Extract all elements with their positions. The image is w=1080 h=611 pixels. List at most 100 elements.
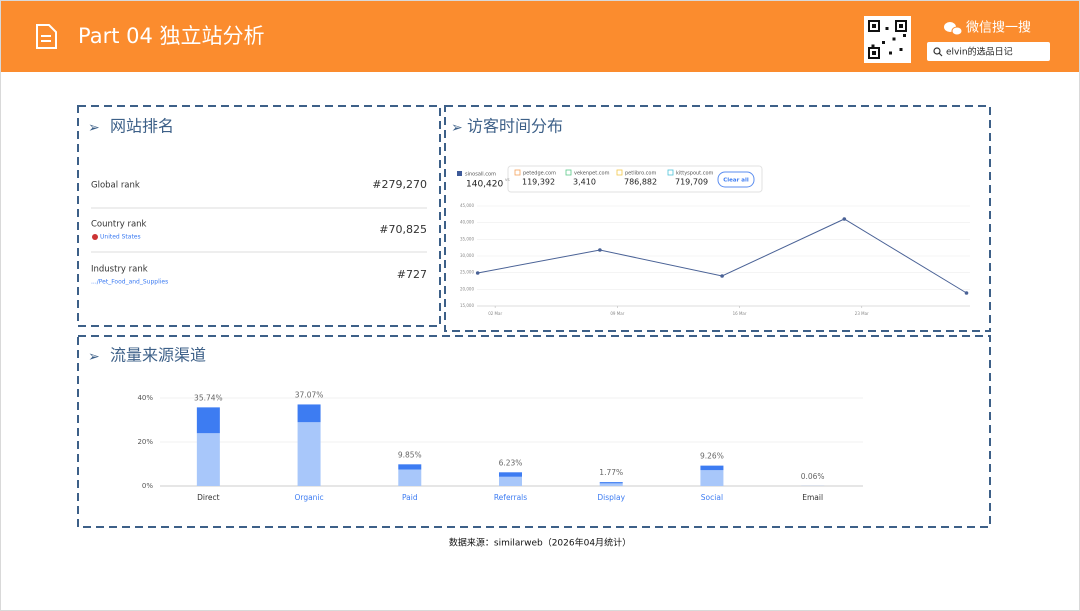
qr-code bbox=[864, 16, 911, 63]
y-tick-label: 30,000 bbox=[460, 253, 474, 258]
rank-label: Industry rank bbox=[91, 265, 148, 275]
qr-finder bbox=[872, 24, 876, 28]
x-tick-label: Organic bbox=[294, 493, 323, 502]
point bbox=[964, 291, 969, 295]
qr-module bbox=[889, 51, 892, 55]
panel-title: 访客时间分布 bbox=[467, 117, 563, 136]
bar-segment bbox=[196, 433, 220, 486]
x-tick-label: Direct bbox=[197, 493, 220, 502]
y-tick-label: 15,000 bbox=[460, 303, 474, 308]
point bbox=[720, 274, 724, 278]
bar-segment bbox=[599, 483, 623, 486]
y-tick-label: 0% bbox=[142, 482, 153, 490]
y-tick-label: 20% bbox=[137, 438, 153, 446]
rank-label: Global rank bbox=[91, 181, 140, 191]
vs-label: VS bbox=[505, 178, 510, 182]
qr-module bbox=[882, 41, 885, 44]
point bbox=[475, 271, 480, 275]
bar-segment bbox=[499, 476, 522, 486]
rank-label: Country rank bbox=[91, 220, 147, 230]
header-title: Part 04 独立站分析 bbox=[78, 24, 265, 48]
legend-site: petedge.com bbox=[523, 171, 556, 177]
x-tick-label: Display bbox=[597, 493, 625, 502]
panel-title: 网站排名 bbox=[110, 117, 174, 136]
legend-value: 719,709 bbox=[675, 178, 708, 187]
y-tick-label: 25,000 bbox=[460, 270, 474, 275]
bar-total-label: 9.85% bbox=[398, 450, 422, 459]
legend-site: vekenpet.com bbox=[574, 171, 610, 177]
x-tick-label: 23 Mar bbox=[855, 311, 869, 316]
bar-total-label: 9.26% bbox=[700, 452, 724, 461]
legend-site: kittyspout.com bbox=[676, 171, 714, 177]
bullet: ➢ bbox=[451, 120, 463, 136]
panel-title: 流量来源渠道 bbox=[110, 346, 206, 365]
compare-box bbox=[507, 165, 763, 193]
rank-value: #727 bbox=[397, 268, 427, 281]
bar-total-label: 37.07% bbox=[295, 390, 324, 399]
qr-finder bbox=[899, 24, 903, 28]
bar-total-label: 0.06% bbox=[801, 472, 825, 481]
bar-segment bbox=[297, 422, 321, 486]
bar-total-label: 6.23% bbox=[499, 458, 523, 467]
legend-swatch bbox=[667, 169, 674, 176]
bar-segment bbox=[398, 469, 422, 486]
point bbox=[842, 217, 847, 221]
bar-segment bbox=[297, 404, 321, 423]
x-tick-label: Email bbox=[802, 493, 823, 502]
rank-value: #70,825 bbox=[379, 223, 427, 236]
bar-segment bbox=[196, 407, 220, 434]
doc-icon bbox=[36, 24, 57, 49]
x-tick-label: 16 Mar bbox=[733, 311, 747, 316]
rank-value: #279,270 bbox=[372, 178, 427, 191]
bar-segment bbox=[398, 464, 422, 470]
legend-site: sinosall.com bbox=[465, 172, 496, 178]
x-tick-label: 02 Mar bbox=[488, 311, 502, 316]
bullet: ➢ bbox=[88, 120, 100, 136]
clear-label[interactable]: Clear all bbox=[723, 178, 749, 184]
y-tick-label: 40,000 bbox=[460, 220, 474, 225]
x-tick-label: Paid bbox=[402, 493, 418, 502]
bar-segment bbox=[700, 465, 724, 471]
legend-value: 3,410 bbox=[573, 178, 596, 187]
qr-module bbox=[892, 37, 896, 41]
y-tick-label: 35,000 bbox=[460, 236, 474, 241]
legend-value: 786,882 bbox=[624, 178, 657, 187]
bar-total-label: 1.77% bbox=[599, 468, 623, 477]
qr-module bbox=[885, 27, 889, 30]
legend-swatch bbox=[565, 169, 572, 176]
flag-icon bbox=[92, 234, 98, 240]
search-text: elvin的选品日记 bbox=[946, 46, 1013, 58]
bar-total-label: 35.74% bbox=[194, 393, 223, 402]
wechat-icon bbox=[944, 22, 963, 36]
legend-swatch bbox=[457, 171, 462, 176]
bar-segment bbox=[700, 470, 724, 486]
y-tick-label: 20,000 bbox=[460, 286, 474, 291]
clear-button[interactable] bbox=[717, 171, 755, 188]
wechat-label: 微信搜一搜 bbox=[966, 21, 1031, 36]
legend-swatch bbox=[514, 169, 521, 176]
legend-value: 119,392 bbox=[522, 178, 555, 187]
bar-segment bbox=[499, 472, 522, 477]
visits-panel bbox=[444, 105, 991, 332]
bullet: ➢ bbox=[88, 349, 100, 365]
footer: 数据来源：similarweb（2026年04月统计） bbox=[449, 537, 631, 549]
qr-module bbox=[903, 34, 906, 37]
y-tick-label: 40% bbox=[137, 394, 153, 402]
x-tick-label: Social bbox=[701, 493, 723, 502]
point bbox=[598, 248, 602, 252]
traffic-panel bbox=[77, 335, 991, 528]
ranking-panel bbox=[77, 105, 441, 327]
bar-segment bbox=[599, 482, 623, 484]
search-icon bbox=[933, 47, 943, 57]
legend-site: petlibro.com bbox=[625, 171, 656, 177]
legend-value: 140,420 bbox=[466, 180, 503, 190]
rank-sub: United States bbox=[100, 234, 141, 241]
y-tick-label: 45,000 bbox=[460, 203, 474, 208]
x-tick-label: 09 Mar bbox=[610, 311, 624, 316]
qr-module bbox=[871, 44, 875, 48]
legend-swatch bbox=[616, 169, 623, 176]
search-box bbox=[927, 42, 1050, 61]
x-tick-label: Referrals bbox=[494, 493, 527, 502]
